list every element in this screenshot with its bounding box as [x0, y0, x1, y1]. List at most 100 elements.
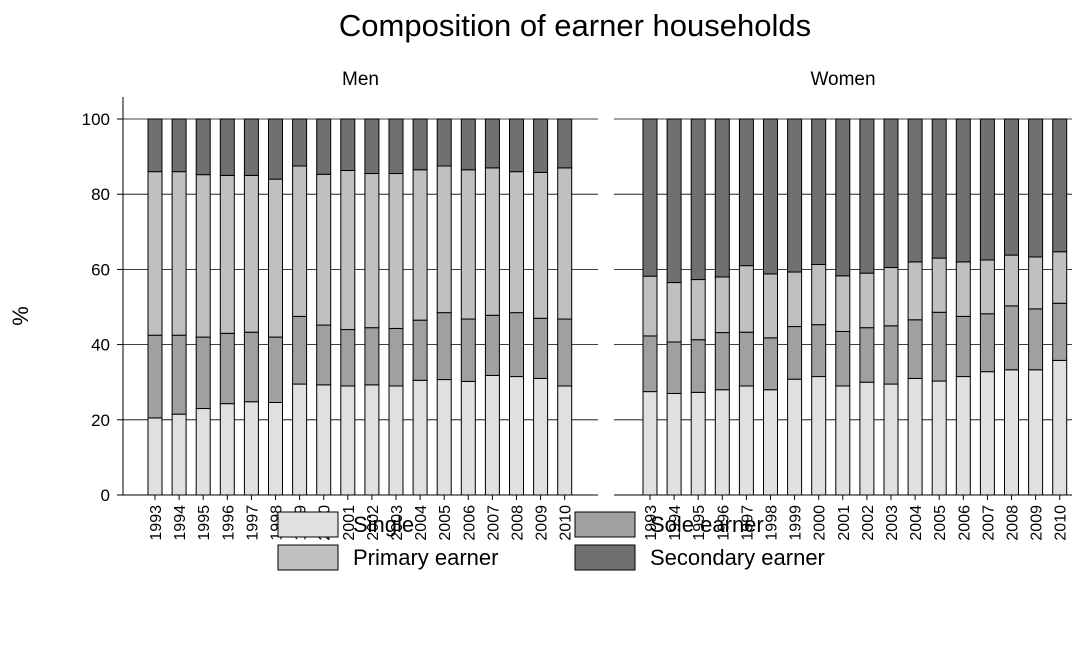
bar-segment [690, 118, 706, 281]
panel-title: Women [810, 69, 875, 90]
bar-segment [484, 167, 500, 316]
bar-segment [907, 377, 923, 496]
bar-segment [1052, 251, 1068, 304]
bar-segment [642, 335, 658, 393]
bar-segment [979, 118, 995, 261]
bar-segment [219, 118, 235, 176]
bar-segment [509, 171, 524, 314]
bar-segment [666, 392, 682, 496]
bar-segment [171, 413, 187, 496]
legend-swatch [574, 544, 636, 571]
bar-segment [690, 339, 706, 393]
bar-segment [666, 341, 682, 394]
bar-segment [219, 403, 235, 496]
bar-segment [412, 379, 428, 496]
bar-segment [533, 171, 549, 319]
bar-segment [268, 402, 283, 496]
legend-label: Sole earner [650, 512, 764, 537]
legend-label: Primary earner [353, 545, 498, 570]
bar-segment [1028, 256, 1044, 310]
bar-segment [340, 329, 356, 387]
bar-segment [714, 332, 730, 391]
bar-segment [147, 171, 163, 336]
bar-segment [738, 118, 754, 267]
legend-swatch [574, 511, 636, 538]
bar-segment [195, 408, 211, 496]
panel-title: Men [342, 69, 379, 90]
y-tick-label: 20 [91, 411, 110, 430]
bar-segment [1028, 369, 1044, 496]
bar-segment [243, 118, 259, 176]
x-tick-label: 1995 [196, 505, 213, 541]
bar-segment [1028, 308, 1044, 371]
bar-segment [484, 118, 500, 169]
bar-segment [787, 378, 803, 496]
bar-segment [460, 169, 476, 320]
bar-segment [690, 279, 706, 341]
x-tick-label: 2010 [558, 505, 575, 541]
bar-segment [979, 371, 995, 496]
x-tick-label: 2007 [980, 505, 997, 541]
bar-segment [859, 381, 875, 496]
x-tick-label: 2008 [1005, 505, 1022, 541]
x-tick-label: 2003 [884, 505, 901, 541]
bar-segment [243, 174, 259, 333]
bar-segment [460, 380, 476, 496]
bar-segment [388, 327, 404, 387]
bar-segment [195, 174, 211, 338]
bar-segment [219, 332, 235, 405]
bar-segment [509, 312, 524, 378]
bar-segment [907, 319, 923, 379]
bar-segment [243, 401, 259, 496]
bar-segment [811, 264, 827, 326]
bar-segment [931, 257, 947, 313]
x-tick-label: 2003 [389, 505, 406, 541]
bar-segment [268, 118, 283, 180]
bar-segment [763, 337, 778, 391]
bar-segment [787, 118, 803, 273]
bar-segment [340, 385, 356, 496]
bar-segment [364, 327, 380, 386]
x-tick-label: 2001 [341, 505, 358, 541]
x-tick-label: 1994 [172, 505, 189, 541]
bar-segment [907, 118, 923, 263]
bar-segment [509, 118, 524, 173]
bar-segment [292, 383, 308, 496]
bar-segment [883, 118, 899, 269]
bar-segment [714, 276, 730, 334]
legend-swatch [277, 511, 339, 538]
bar-segment [436, 379, 452, 496]
bar-segment [171, 171, 187, 336]
bar-segment [907, 261, 923, 321]
bar-segment [979, 259, 995, 315]
bar-segment [292, 315, 308, 385]
bar-segment [509, 376, 524, 496]
bar-segment [412, 169, 428, 321]
x-tick-label: 1995 [691, 505, 708, 541]
bar-segment [557, 167, 573, 320]
bar-segment [388, 118, 404, 175]
x-tick-label: 1994 [667, 505, 684, 541]
x-tick-label: 1997 [739, 505, 756, 541]
bar-segment [316, 384, 332, 496]
legend-label: Secondary earner [650, 545, 825, 570]
x-tick-label: 1997 [244, 505, 261, 541]
bar-segment [147, 118, 163, 173]
chart-title: Composition of earner households [339, 8, 811, 43]
bar-segment [835, 385, 851, 496]
y-tick-label: 40 [91, 336, 110, 355]
bar-segment [883, 383, 899, 496]
bar-segment [436, 312, 452, 381]
bar-segment [811, 376, 827, 496]
bar-segment [955, 315, 971, 378]
y-tick-label: 80 [91, 185, 110, 204]
bar-segment [835, 118, 851, 277]
bar-segment [364, 118, 380, 175]
bar-segment [195, 118, 211, 176]
x-tick-label: 1999 [788, 505, 805, 541]
bar-segment [533, 377, 549, 496]
bar-segment [436, 118, 452, 167]
bar-segment [557, 318, 573, 387]
bar-segment [1052, 302, 1068, 361]
bar-segment [1052, 359, 1068, 496]
